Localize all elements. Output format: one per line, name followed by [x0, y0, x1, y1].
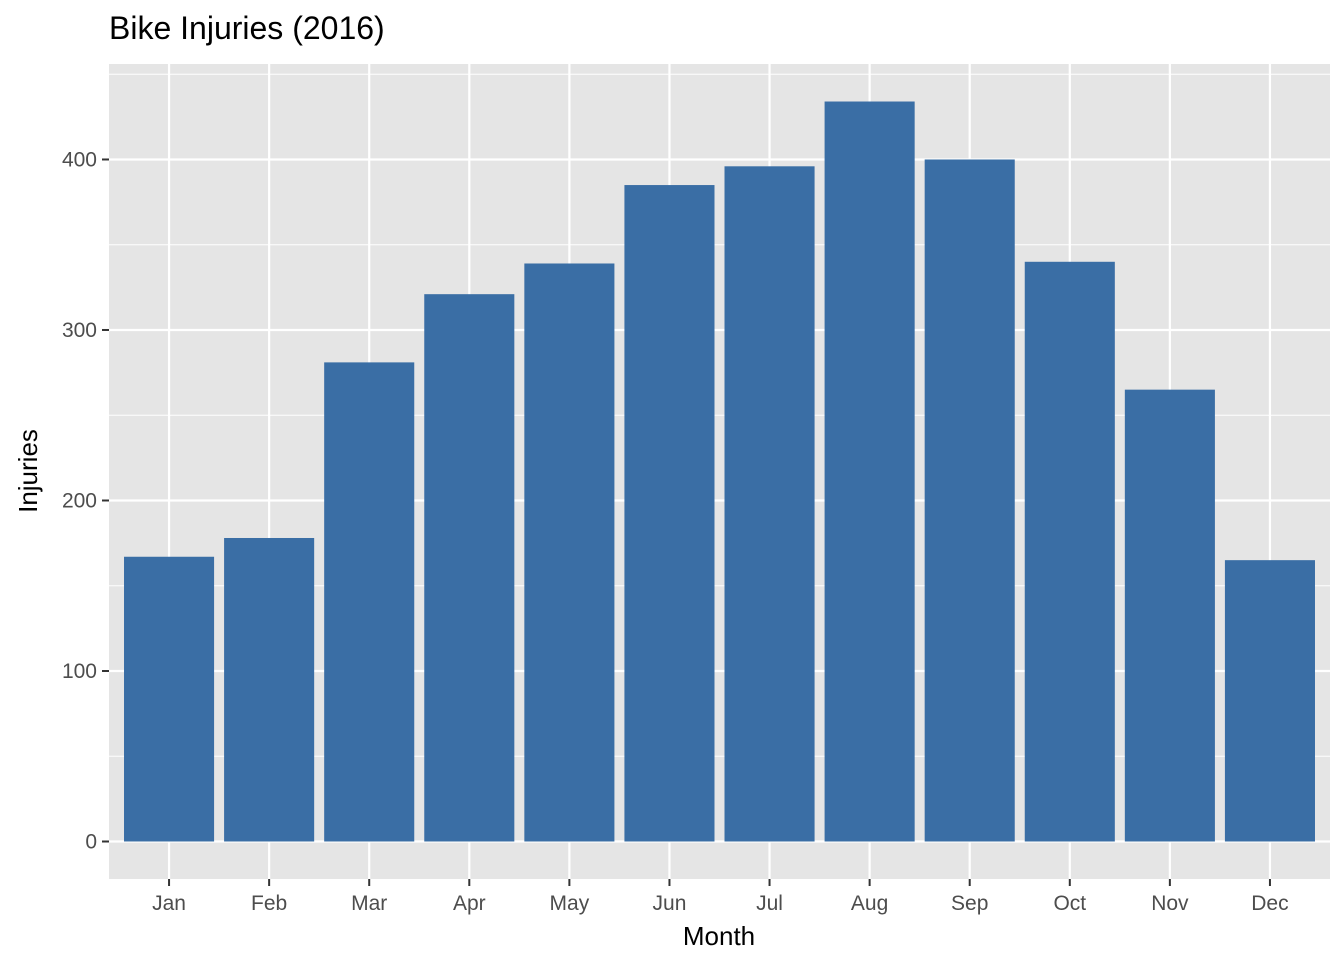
y-tick-label: 100 — [62, 660, 97, 683]
x-tick-label: Feb — [251, 892, 287, 915]
bar-jul — [724, 166, 815, 842]
x-tick-label: Mar — [351, 892, 387, 915]
x-tick-label: Oct — [1053, 892, 1086, 915]
x-tick-label: Jul — [756, 892, 783, 915]
chart-title: Bike Injuries (2016) — [109, 10, 385, 46]
y-tick-label: 0 — [85, 830, 97, 853]
bar-jun — [624, 185, 715, 842]
y-axis-title: Injuries — [13, 429, 43, 513]
bar-sep — [924, 159, 1015, 842]
x-axis: Jan Feb Mar Apr May Jun Jul Aug Sep Oct Nov Dec — [152, 879, 1289, 915]
bar-feb — [224, 537, 315, 842]
bars — [124, 101, 1315, 842]
y-tick-label: 300 — [62, 319, 97, 342]
y-tick-label: 200 — [62, 489, 97, 512]
x-tick-label: Nov — [1151, 892, 1189, 915]
bar-mar — [324, 362, 415, 842]
bar-may — [524, 263, 615, 842]
x-tick-label: Aug — [851, 892, 888, 915]
x-tick-label: Dec — [1251, 892, 1288, 915]
x-axis-title: Month — [683, 921, 755, 951]
bar-dec — [1224, 560, 1315, 842]
x-tick-label: Sep — [951, 892, 988, 915]
bar-jan — [124, 556, 215, 842]
bar-aug — [824, 101, 915, 842]
y-tick-label: 400 — [62, 148, 97, 171]
x-tick-label: Apr — [453, 892, 486, 915]
x-tick-label: Jun — [653, 892, 687, 915]
y-axis: 0 100 200 300 400 — [62, 148, 109, 853]
bar-apr — [424, 294, 515, 842]
bar-oct — [1024, 261, 1115, 842]
x-tick-label: May — [550, 892, 590, 915]
x-tick-label: Jan — [152, 892, 186, 915]
bar-nov — [1124, 389, 1215, 842]
